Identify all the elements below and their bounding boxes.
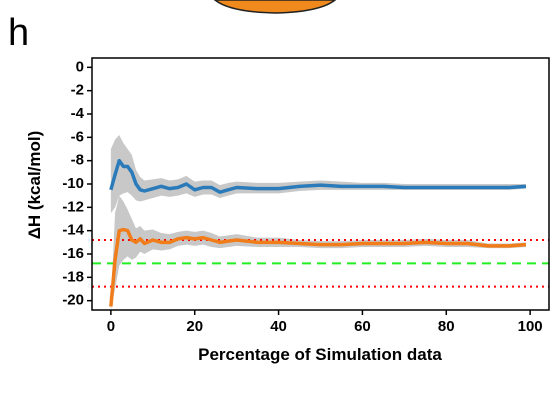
y-tick-label: 0 [76, 58, 84, 75]
chart: h Percentage of Simulation data ΔH (kcal… [0, 0, 555, 401]
y-tick-label: -16 [62, 245, 84, 262]
y-tick-label: -12 [62, 198, 84, 215]
x-tick-label: 100 [518, 318, 543, 335]
x-axis-label: Percentage of Simulation data [198, 345, 442, 364]
x-tick-label: 0 [107, 318, 115, 335]
y-axis-label: ΔH (kcal/mol) [25, 131, 44, 240]
confidence-band [111, 135, 526, 213]
y-tick-label: -20 [62, 292, 84, 309]
x-tick-label: 40 [270, 318, 287, 335]
panel-label: h [8, 12, 29, 54]
x-tick-label: 80 [438, 318, 455, 335]
y-tick-label: -14 [62, 222, 84, 239]
y-tick-label: -2 [71, 82, 84, 99]
y-tick-label: -10 [62, 175, 84, 192]
y-tick-label: -4 [71, 105, 85, 122]
molecule-image [215, 0, 335, 13]
y-tick-label: -18 [62, 268, 84, 285]
plot-area [92, 135, 549, 310]
y-tick-label: -6 [71, 128, 84, 145]
y-tick-label: -8 [71, 152, 84, 169]
confidence-band [111, 196, 526, 310]
x-tick-label: 60 [354, 318, 371, 335]
x-tick-label: 20 [186, 318, 203, 335]
